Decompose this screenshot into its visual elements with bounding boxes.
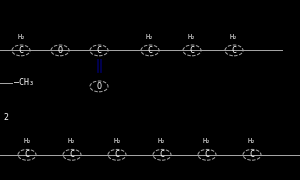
Text: C: C: [25, 150, 29, 159]
Text: C: C: [250, 150, 254, 159]
Text: 2: 2: [3, 112, 8, 122]
Text: —CH₃: —CH₃: [14, 78, 34, 87]
Text: H₂: H₂: [17, 34, 25, 40]
Text: H₂: H₂: [146, 34, 154, 40]
Text: C: C: [70, 150, 74, 159]
Text: H₂: H₂: [113, 138, 121, 144]
Text: H₂: H₂: [230, 34, 238, 40]
Text: O: O: [58, 46, 62, 55]
Text: O: O: [97, 82, 101, 91]
Text: C: C: [205, 150, 209, 159]
Text: C: C: [115, 150, 119, 159]
Text: H₂: H₂: [68, 138, 76, 144]
Text: C: C: [19, 46, 23, 55]
Text: C: C: [232, 46, 236, 55]
Text: C: C: [190, 46, 194, 55]
Text: C: C: [160, 150, 164, 159]
Text: C: C: [148, 46, 152, 55]
Text: C: C: [97, 46, 101, 55]
Text: H₂: H₂: [248, 138, 256, 144]
Text: H₂: H₂: [158, 138, 166, 144]
Text: H₂: H₂: [23, 138, 31, 144]
Text: H₂: H₂: [188, 34, 196, 40]
Text: H₂: H₂: [203, 138, 211, 144]
